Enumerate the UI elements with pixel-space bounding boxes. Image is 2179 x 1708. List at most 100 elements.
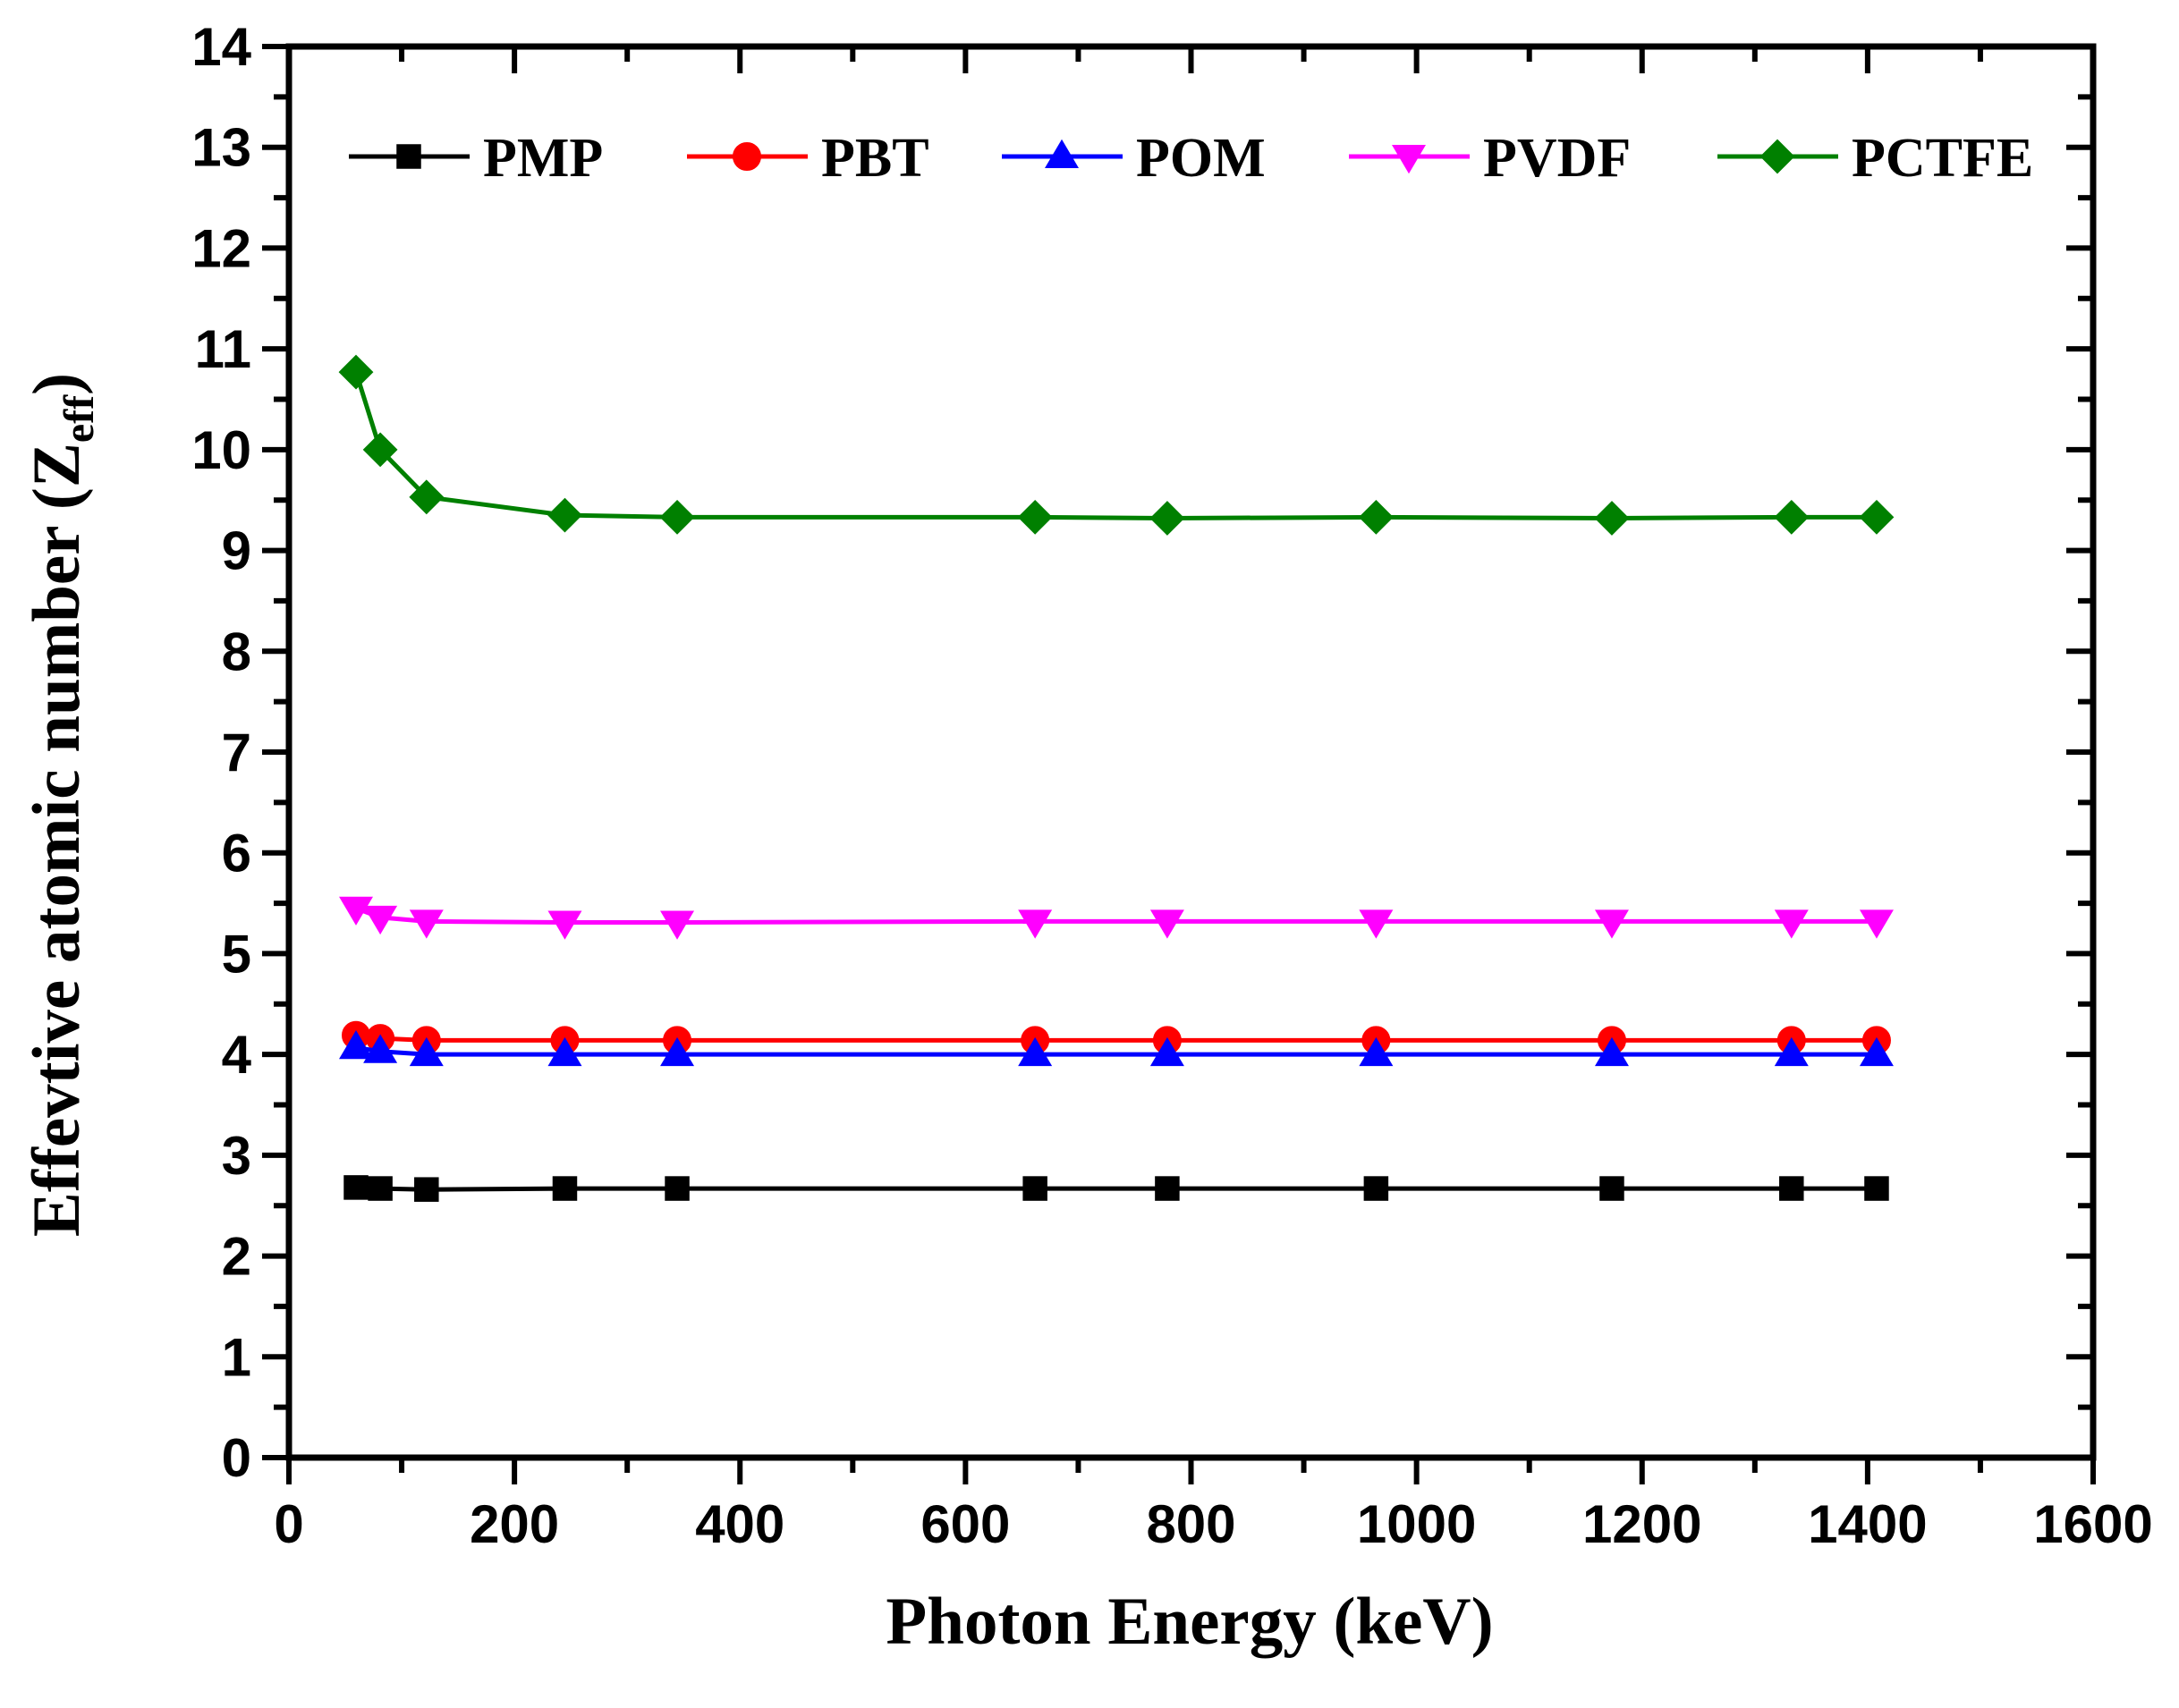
marker-square — [1363, 1176, 1389, 1201]
x-tick-label: 400 — [695, 1494, 784, 1554]
y-axis-title-main: Effevtive atomic number (Z — [20, 443, 94, 1237]
y-tick-label: 6 — [222, 824, 251, 884]
x-tick-label: 800 — [1146, 1494, 1235, 1554]
series-line-pmp — [355, 1185, 1877, 1192]
legend-item-pom: POM — [1002, 128, 1266, 189]
legend-item-pvdf: PVDF — [1349, 128, 1631, 189]
marker-diamond — [362, 432, 398, 468]
legend-label: POM — [1136, 128, 1266, 189]
marker-triangle-up — [1018, 1036, 1053, 1067]
series-pbt — [342, 1020, 1891, 1055]
legend: PMP PBT POM PVDF PCTFE — [349, 128, 2033, 189]
x-axis-title: Photon Energy (keV) — [886, 1585, 1493, 1659]
marker-diamond — [409, 479, 445, 515]
legend-label: PVDF — [1483, 128, 1631, 189]
legend-label: PBT — [821, 128, 929, 189]
marker-triangle-down — [339, 896, 374, 926]
marker-triangle-up — [339, 1030, 374, 1060]
y-tick-label: 14 — [191, 17, 251, 77]
marker-diamond — [1017, 499, 1053, 535]
y-tick-label: 3 — [222, 1126, 251, 1186]
marker-triangle-up — [409, 1036, 444, 1067]
plot-frame — [285, 43, 2097, 1461]
marker-triangle-down — [660, 910, 695, 940]
marker-square — [368, 1176, 393, 1201]
x-tick-labels: 0 200 400 600 800 1000 1200 1400 1600 — [274, 1494, 2152, 1554]
series-line-pvdf — [355, 906, 1877, 925]
marker-diamond — [1859, 499, 1895, 535]
series-line-pctfe — [353, 371, 1877, 520]
marker-triangle-up — [1149, 1036, 1184, 1067]
marker-triangle-up — [1359, 1036, 1394, 1067]
marker-triangle-down — [1774, 909, 1809, 939]
marker-square — [1779, 1176, 1804, 1201]
y-tick-label: 2 — [222, 1227, 251, 1287]
marker-diamond — [338, 354, 374, 390]
series-line-pbt — [355, 1033, 1877, 1043]
y-tick-label: 13 — [191, 118, 251, 178]
series-pctfe — [338, 354, 1895, 536]
legend-label: PMP — [483, 128, 603, 189]
marker-triangle-down — [1391, 145, 1427, 174]
y-tick-label: 5 — [222, 924, 251, 984]
marker-diamond — [1594, 501, 1630, 536]
x-tick-label: 600 — [920, 1494, 1010, 1554]
marker-diamond — [1759, 139, 1795, 174]
series-pmp — [343, 1175, 1889, 1202]
y-tick-label: 10 — [191, 420, 251, 480]
marker-circle — [733, 142, 761, 171]
marker-square — [552, 1176, 578, 1201]
series-line-pom — [355, 1044, 1877, 1057]
marker-square — [396, 144, 421, 169]
series-layer — [338, 354, 1895, 1202]
tick-marks — [262, 44, 2096, 1484]
marker-square — [1155, 1176, 1180, 1201]
marker-triangle-down — [409, 909, 444, 939]
marker-triangle-up — [1594, 1036, 1629, 1067]
series-pom — [339, 1030, 1894, 1067]
marker-square — [1599, 1176, 1624, 1201]
marker-square — [1022, 1176, 1047, 1201]
series-pvdf — [339, 896, 1894, 940]
x-tick-label: 1200 — [1582, 1494, 1701, 1554]
marker-diamond — [1774, 499, 1810, 535]
marker-triangle-up — [1044, 139, 1080, 168]
y-tick-label: 0 — [222, 1428, 251, 1488]
marker-diamond — [547, 497, 582, 533]
y-tick-label: 9 — [222, 521, 251, 581]
marker-diamond — [1149, 501, 1185, 536]
legend-item-pbt: PBT — [687, 128, 929, 189]
marker-square — [665, 1176, 690, 1201]
y-tick-label: 7 — [222, 723, 251, 782]
marker-triangle-down — [1018, 909, 1053, 939]
marker-triangle-down — [363, 905, 398, 935]
marker-triangle-up — [363, 1034, 398, 1063]
y-tick-label: 11 — [195, 319, 251, 379]
marker-triangle-down — [547, 910, 582, 940]
marker-square — [1864, 1176, 1889, 1201]
marker-triangle-up — [547, 1036, 582, 1067]
marker-triangle-down — [1149, 909, 1184, 939]
marker-triangle-down — [1594, 909, 1629, 939]
y-tick-label: 12 — [191, 218, 251, 278]
marker-triangle-down — [1859, 909, 1894, 939]
legend-item-pmp: PMP — [349, 128, 603, 189]
y-axis-title-subscript: eff — [55, 394, 103, 443]
marker-diamond — [659, 499, 695, 535]
marker-diamond — [1358, 499, 1394, 535]
x-tick-label: 200 — [470, 1494, 559, 1554]
legend-label: PCTFE — [1852, 128, 2033, 189]
y-tick-label: 1 — [222, 1327, 251, 1387]
y-axis-title-close: ) — [20, 373, 94, 395]
y-tick-label: 8 — [222, 621, 251, 681]
marker-triangle-down — [1359, 909, 1394, 939]
legend-item-pctfe: PCTFE — [1717, 128, 2033, 189]
x-tick-label: 1000 — [1357, 1494, 1476, 1554]
x-tick-label: 1600 — [2033, 1494, 2152, 1554]
marker-square — [414, 1177, 439, 1202]
x-tick-label: 0 — [274, 1494, 303, 1554]
y-tick-label: 4 — [222, 1025, 252, 1085]
y-axis-title: Effevtive atomic number (Zeff) — [20, 373, 103, 1237]
